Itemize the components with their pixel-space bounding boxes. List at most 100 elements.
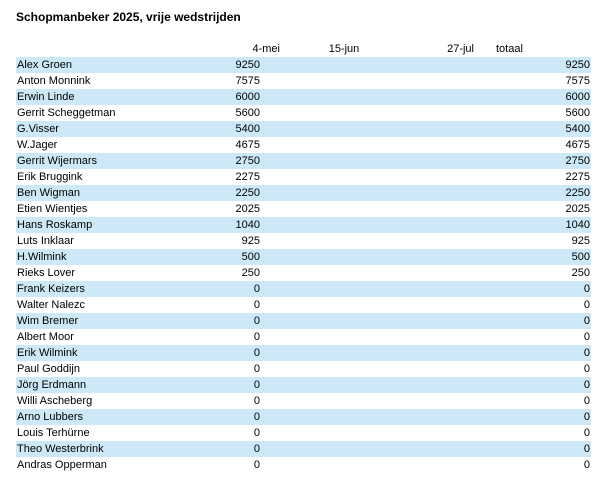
table-row: Erwin Linde 6000 6000 <box>16 89 591 105</box>
score-date-3-cell <box>396 265 474 281</box>
score-date-2-cell <box>296 329 376 345</box>
total-score-cell: 0 <box>583 331 590 343</box>
player-name-cell: Anton Monnink <box>17 75 91 87</box>
total-score-cell: 2025 <box>565 203 590 215</box>
score-date-3-cell <box>396 73 474 89</box>
score-date-1-cell: 6000 <box>235 91 260 103</box>
total-score-cell: 0 <box>583 347 590 359</box>
score-date-1-cell: 0 <box>253 363 260 375</box>
score-date-1-cell: 7575 <box>235 75 260 87</box>
player-name-cell: Hans Roskamp <box>17 219 93 231</box>
score-date-1-cell: 500 <box>241 251 260 263</box>
score-date-2-cell <box>296 249 376 265</box>
player-name-cell: Ben Wigman <box>17 187 80 199</box>
score-date-3-cell <box>396 169 474 185</box>
score-date-2-cell <box>296 393 376 409</box>
score-date-3-cell <box>396 57 474 73</box>
player-name-cell: Wim Bremer <box>17 315 79 327</box>
score-date-2-cell <box>296 137 376 153</box>
score-date-1-cell: 0 <box>253 283 260 295</box>
total-score-cell: 0 <box>583 379 590 391</box>
table-row: Louis Terhürne 0 0 <box>16 425 591 441</box>
table-row: Frank Keizers 0 0 <box>16 281 591 297</box>
table-row: Alex Groen 9250 9250 <box>16 57 591 73</box>
table-row: Wim Bremer 0 0 <box>16 313 591 329</box>
score-date-1-cell: 2750 <box>235 155 260 167</box>
score-date-2-cell <box>296 457 376 473</box>
score-date-3-cell <box>396 281 474 297</box>
score-date-1-cell: 925 <box>241 235 260 247</box>
total-score-cell: 925 <box>571 235 590 247</box>
score-date-1-cell: 0 <box>253 427 260 439</box>
table-row: Theo Westerbrink 0 0 <box>16 441 591 457</box>
player-name-cell: Andras Opperman <box>17 459 107 471</box>
player-name-cell: W.Jager <box>17 139 58 151</box>
score-date-2-cell <box>296 409 376 425</box>
score-date-2-cell <box>296 441 376 457</box>
score-date-1-cell: 0 <box>253 347 260 359</box>
player-name-cell: Gerrit Scheggetman <box>17 107 116 119</box>
total-score-cell: 0 <box>583 363 590 375</box>
score-date-1-cell: 1040 <box>235 219 260 231</box>
score-date-2-cell <box>296 153 376 169</box>
score-date-1-cell: 250 <box>241 267 260 279</box>
table-row: W.Jager 4675 4675 <box>16 137 591 153</box>
total-score-cell: 0 <box>583 299 590 311</box>
column-header-date-1: 4-mei <box>252 43 280 55</box>
table-row: Luts Inklaar 925 925 <box>16 233 591 249</box>
page-title: Schopmanbeker 2025, vrije wedstrijden <box>16 10 241 24</box>
total-score-cell: 2275 <box>565 171 590 183</box>
score-date-1-cell: 2025 <box>235 203 260 215</box>
table-row: Ben Wigman 2250 2250 <box>16 185 591 201</box>
total-score-cell: 0 <box>583 283 590 295</box>
table-row: Etien Wientjes 2025 2025 <box>16 201 591 217</box>
table-row: Rieks Lover 250 250 <box>16 265 591 281</box>
score-date-3-cell <box>396 361 474 377</box>
total-score-cell: 2250 <box>565 187 590 199</box>
score-date-3-cell <box>396 249 474 265</box>
table-row: Gerrit Scheggetman 5600 5600 <box>16 105 591 121</box>
player-name-cell: Erwin Linde <box>17 91 75 103</box>
player-name-cell: Willi Ascheberg <box>17 395 93 407</box>
score-date-1-cell: 0 <box>253 379 260 391</box>
player-name-cell: Rieks Lover <box>17 267 76 279</box>
score-date-3-cell <box>396 105 474 121</box>
score-date-1-cell: 0 <box>253 395 260 407</box>
table-row: Walter Nalezc 0 0 <box>16 297 591 313</box>
total-score-cell: 0 <box>583 395 590 407</box>
player-name-cell: Luts Inklaar <box>17 235 74 247</box>
table-row: H.Wilmink 500 500 <box>16 249 591 265</box>
total-score-cell: 5600 <box>565 107 590 119</box>
total-score-cell: 0 <box>583 427 590 439</box>
score-date-3-cell <box>396 345 474 361</box>
table-row: Gerrit Wijermars 2750 2750 <box>16 153 591 169</box>
player-name-cell: H.Wilmink <box>17 251 67 263</box>
score-date-3-cell <box>396 313 474 329</box>
total-score-cell: 7575 <box>565 75 590 87</box>
score-date-1-cell: 9250 <box>235 59 260 71</box>
score-date-3-cell <box>396 233 474 249</box>
total-score-cell: 4675 <box>565 139 590 151</box>
score-date-3-cell <box>396 89 474 105</box>
score-date-3-cell <box>396 137 474 153</box>
table-row: Erik Bruggink 2275 2275 <box>16 169 591 185</box>
table-row: Hans Roskamp 1040 1040 <box>16 217 591 233</box>
score-date-3-cell <box>396 393 474 409</box>
player-name-cell: Frank Keizers <box>17 283 85 295</box>
table-row: Paul Goddijn 0 0 <box>16 361 591 377</box>
player-name-cell: Erik Bruggink <box>17 171 83 183</box>
score-date-2-cell <box>296 345 376 361</box>
score-date-3-cell <box>396 153 474 169</box>
column-header-date-2: 15-jun <box>328 43 360 55</box>
score-date-1-cell: 5400 <box>235 123 260 135</box>
table-row: Willi Ascheberg 0 0 <box>16 393 591 409</box>
standings-table: Alex Groen 9250 9250 Anton Monnink 7575 7575 E… <box>16 57 591 473</box>
column-header-totaal: totaal <box>496 43 523 55</box>
score-date-3-cell <box>396 377 474 393</box>
player-name-cell: Etien Wientjes <box>17 203 88 215</box>
table-row: Arno Lubbers 0 0 <box>16 409 591 425</box>
player-name-cell: Walter Nalezc <box>17 299 86 311</box>
total-score-cell: 2750 <box>565 155 590 167</box>
score-date-1-cell: 0 <box>253 299 260 311</box>
score-date-3-cell <box>396 297 474 313</box>
